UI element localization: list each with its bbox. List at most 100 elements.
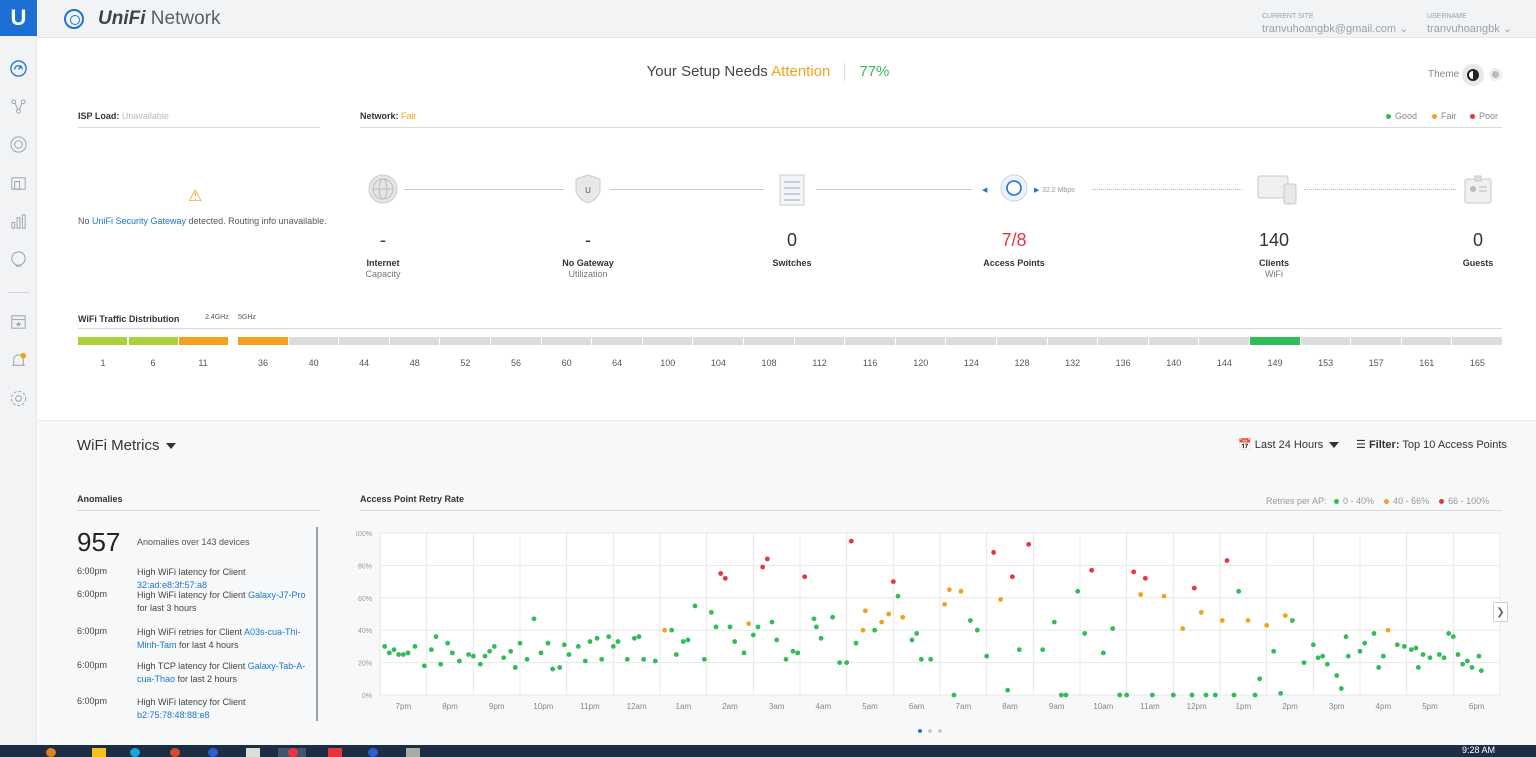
internet-label: Internet [366,258,400,268]
time-range-dropdown[interactable]: 📅 Last 24 Hours [1238,438,1340,451]
data-point [456,658,462,664]
client-link[interactable]: Galaxy-Tab-A-cua-Thao [137,661,306,684]
x-tick-label: 10am [1093,702,1113,711]
data-point [914,631,920,636]
app-icon[interactable] [328,748,342,757]
anomaly-time: 6:00pm [77,696,108,706]
channel-label: 104 [710,358,726,368]
topology-icon[interactable] [8,96,29,117]
guests-badge-icon[interactable] [1462,174,1494,206]
pager-dot-active[interactable] [918,729,922,733]
channel-bar [693,337,743,345]
app-icon[interactable] [406,748,420,757]
x-tick-label: 7am [956,702,972,711]
client-link[interactable]: 32:ad:e8:3f:57:a8 [137,580,208,590]
alerts-icon[interactable] [8,350,29,371]
switch-icon[interactable] [778,174,806,206]
data-point [1040,647,1046,653]
settings-gear-icon[interactable] [8,388,29,409]
client-link[interactable]: Galaxy-J7-Pro [248,590,306,600]
clients-icon[interactable] [8,173,29,194]
guests-value: 0 [1472,230,1483,250]
current-site-selector[interactable]: tranvuhoangbk@gmail.com ⌄ [1262,23,1409,35]
gateway-value: - [585,230,591,250]
theme-contrast-toggle[interactable] [1462,64,1484,86]
capacity-label: Capacity [365,269,401,279]
data-point [1180,626,1186,631]
statistics-icon[interactable] [8,211,29,232]
pager-dot[interactable] [928,729,932,733]
data-point [1343,634,1349,640]
data-point [477,661,483,667]
y-tick-label: 100% [356,531,372,538]
pager-dot[interactable] [938,729,942,733]
legend-title: Retries per AP: [1266,496,1327,506]
anomalies-scrollbar[interactable] [316,527,318,721]
gateway-label: No Gateway [562,258,614,268]
chrome-icon[interactable] [288,748,298,757]
events-icon[interactable] [8,311,29,332]
data-point [991,550,997,555]
unifi-logo[interactable]: U [0,0,37,36]
data-point [1264,622,1270,628]
data-point [624,656,630,662]
data-point [396,652,402,657]
data-point [844,660,850,665]
dashboard-icon[interactable] [8,58,29,79]
x-tick-label: 11pm [580,702,600,711]
divider [78,328,1502,329]
channel-bar [339,337,389,345]
data-point [482,653,488,659]
data-point [1058,692,1064,698]
channel-label: 64 [612,358,623,368]
channel-label: 124 [963,358,979,368]
x-tick-label: 10pm [533,702,553,711]
taskbar-app-icon[interactable] [46,748,56,757]
channel-label: 11 [198,358,208,368]
client-link[interactable]: A03s-cua-Thi-Minh-Tam [137,627,301,650]
internet-globe-icon[interactable] [368,174,398,204]
client-link[interactable]: b2:75:78:48:88:e8 [137,710,210,720]
data-point [1271,648,1277,654]
document-icon[interactable] [246,748,260,757]
data-point [1149,692,1155,698]
x-tick-label: 6am [909,702,925,711]
app-icon[interactable] [368,748,378,757]
channel-label: 112 [812,358,827,368]
access-point-icon[interactable] [1000,174,1028,202]
app-icon[interactable] [170,748,180,757]
username-selector[interactable]: tranvuhoangbk ⌄ [1427,23,1513,35]
data-point [727,624,733,630]
theme-dark-toggle[interactable] [1489,68,1502,81]
data-point [890,579,896,584]
browser-icon[interactable] [130,748,140,757]
data-point [746,621,752,627]
gateway-shield-icon[interactable]: U [574,174,602,204]
data-point [566,652,572,657]
devices-icon[interactable] [8,134,29,155]
channel-bar [78,337,127,345]
channel-label: 116 [863,358,878,368]
folder-icon[interactable] [92,748,106,757]
app-icon[interactable] [208,748,218,757]
data-point [1089,567,1095,573]
arrow-left-icon: ◀ [982,187,988,194]
insights-icon[interactable] [8,249,29,270]
guests-label: Guests [1462,258,1494,268]
data-point [1413,645,1419,651]
clients-devices-icon[interactable] [1256,174,1298,206]
os-taskbar: 9:28 AM [0,745,1536,757]
wifi-metrics-dropdown[interactable]: WiFi Metrics [77,437,176,454]
security-gateway-link[interactable]: UniFi Security Gateway [92,216,187,226]
divider [78,127,320,128]
data-point [1110,626,1116,631]
x-tick-label: 6pm [1469,702,1485,711]
filter-button[interactable]: ☰ Filter: Top 10 Access Points [1356,439,1507,451]
data-point [909,637,915,643]
data-point [466,652,472,657]
data-point [517,640,523,646]
next-chart-button[interactable]: ❯ [1493,602,1508,622]
data-point [1075,588,1081,594]
data-point [673,652,679,657]
connection-line [1304,189,1456,190]
